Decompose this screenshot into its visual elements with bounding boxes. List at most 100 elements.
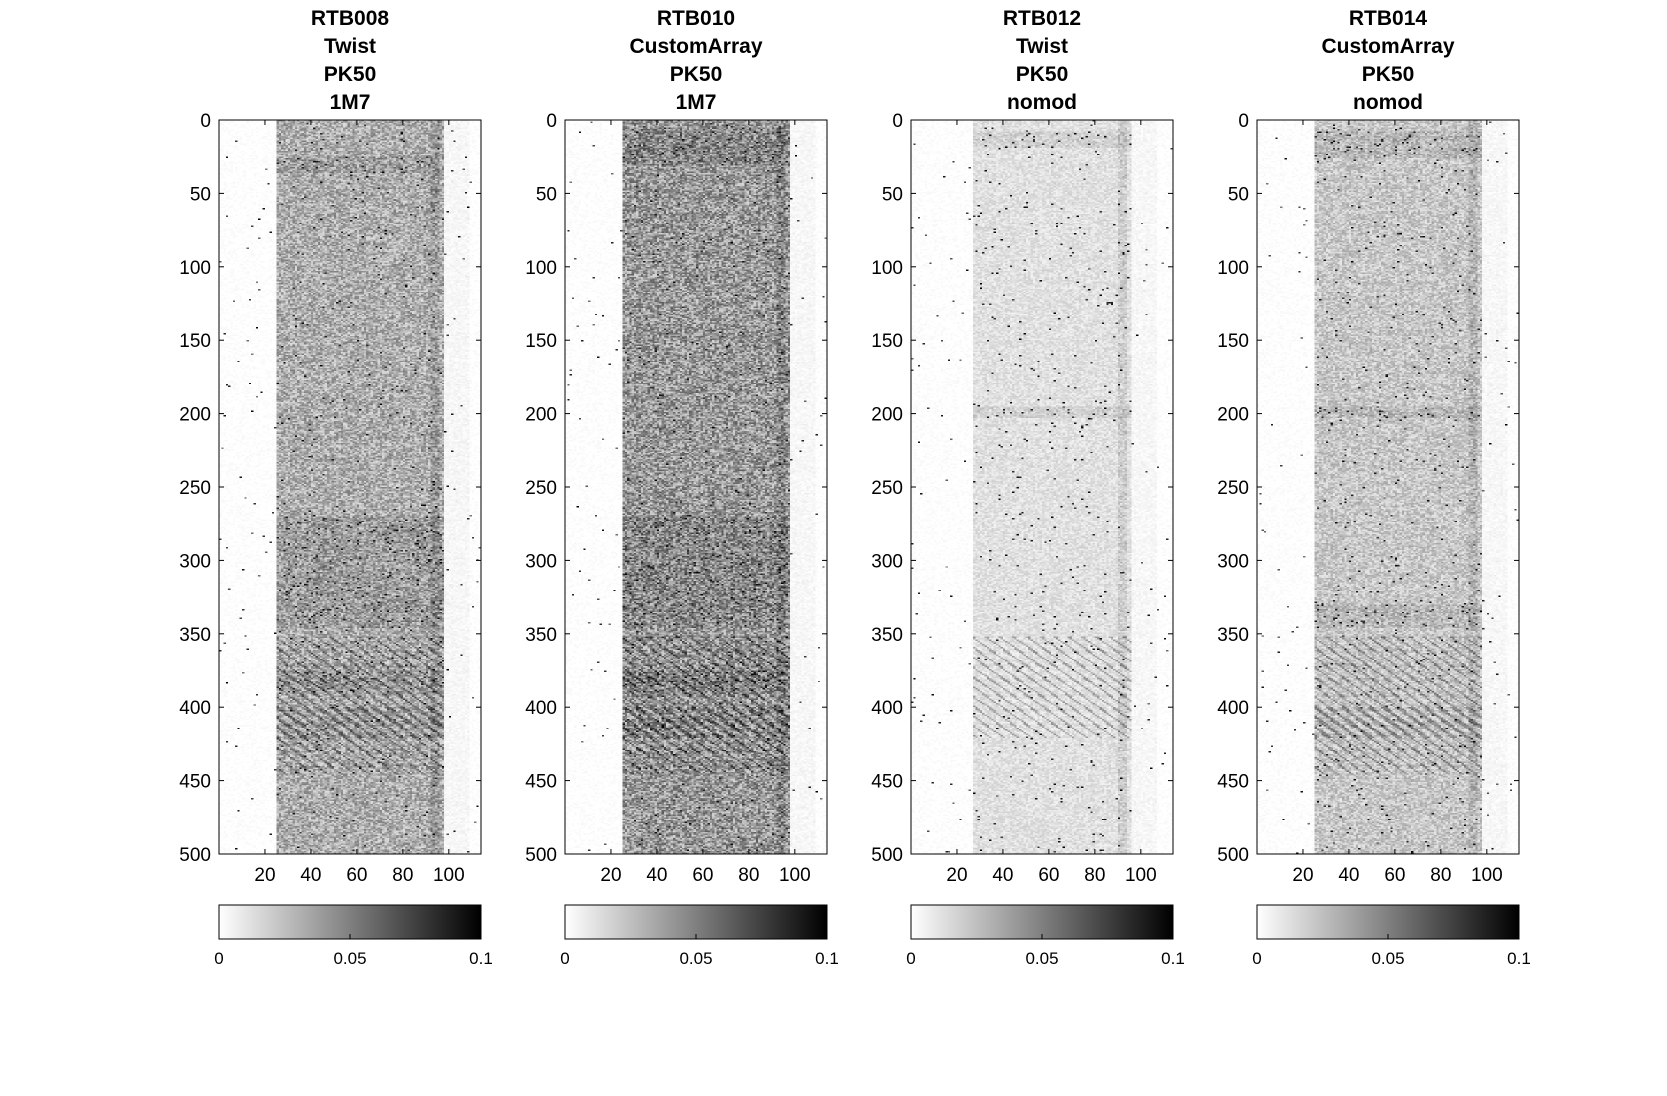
y-tick-label: 300	[1217, 551, 1249, 572]
y-tick-label: 450	[179, 772, 211, 793]
x-tick-label: 80	[738, 865, 759, 886]
x-tick-label: 60	[692, 865, 713, 886]
y-tick-label: 400	[525, 698, 557, 719]
x-tick-label: 100	[1125, 865, 1157, 886]
x-tick-label: 40	[992, 865, 1013, 886]
x-tick-label: 20	[254, 865, 275, 886]
colorbar-tick-label: 0	[214, 949, 223, 968]
y-tick-label: 50	[1228, 184, 1249, 205]
y-tick-label: 100	[525, 258, 557, 279]
panel-title-line: CustomArray	[629, 35, 762, 58]
panel-title-line: nomod	[1007, 91, 1077, 114]
panel-title-line: 1M7	[330, 91, 371, 114]
panel-title-line: PK50	[1362, 63, 1415, 86]
panel-title-line: RTB012	[1003, 7, 1081, 30]
colorbar	[218, 904, 482, 940]
x-tick-label: 100	[1471, 865, 1503, 886]
y-tick-label: 500	[179, 845, 211, 866]
colorbar-tick-label: 0.05	[1371, 949, 1404, 968]
y-tick-label: 300	[179, 551, 211, 572]
y-tick-label: 350	[871, 625, 903, 646]
colorbar-tick-label: 0.1	[815, 949, 839, 968]
y-tick-label: 50	[882, 184, 903, 205]
y-tick-label: 400	[871, 698, 903, 719]
y-tick-label: 0	[892, 111, 903, 132]
y-tick-label: 250	[179, 478, 211, 499]
y-tick-label: 500	[1217, 845, 1249, 866]
y-tick-label: 0	[1238, 111, 1249, 132]
y-tick-label: 350	[1217, 625, 1249, 646]
y-tick-label: 200	[179, 405, 211, 426]
colorbar	[910, 904, 1174, 940]
panel-title-line: RTB010	[657, 7, 735, 30]
x-tick-label: 100	[433, 865, 465, 886]
x-tick-label: 20	[946, 865, 967, 886]
colorbar-tick-label: 0.1	[1161, 949, 1185, 968]
colorbar-tick-label: 0	[906, 949, 915, 968]
x-tick-label: 40	[300, 865, 321, 886]
panel-title-line: PK50	[670, 63, 723, 86]
colorbar-tick-label: 0.05	[1025, 949, 1058, 968]
y-tick-label: 350	[179, 625, 211, 646]
panel-title-line: 1M7	[676, 91, 717, 114]
heatmap-panel-1: RTB008TwistPK501M70501001502002503003504…	[179, 7, 493, 968]
y-tick-label: 400	[179, 698, 211, 719]
y-tick-label: 50	[536, 184, 557, 205]
y-tick-label: 100	[871, 258, 903, 279]
y-tick-label: 100	[179, 258, 211, 279]
colorbar-tick-label: 0.05	[679, 949, 712, 968]
colorbar-tick-label: 0.1	[469, 949, 493, 968]
heatmap-cells	[219, 120, 481, 854]
y-tick-label: 500	[525, 845, 557, 866]
panel-title-line: PK50	[1016, 63, 1069, 86]
x-tick-label: 60	[1038, 865, 1059, 886]
heatmap-panel-4: RTB014 CustomArray PK50 nomod 0 50 100 150 200 25…	[1217, 7, 1531, 968]
heatmap-cells	[565, 120, 827, 854]
y-tick-label: 500	[871, 845, 903, 866]
y-tick-label: 150	[179, 331, 211, 352]
y-tick-label: 250	[871, 478, 903, 499]
x-tick-label: 60	[1384, 865, 1405, 886]
y-tick-label: 200	[871, 405, 903, 426]
y-tick-label: 150	[871, 331, 903, 352]
panel-title-line: CustomArray	[1321, 35, 1454, 58]
x-tick-label: 80	[1084, 865, 1105, 886]
y-tick-label: 50	[190, 184, 211, 205]
y-tick-label: 100	[1217, 258, 1249, 279]
heatmap-cells	[1257, 120, 1519, 854]
colorbar	[1256, 904, 1520, 940]
heatmap-panel-3: RTB012TwistPK50nomod05010015020025030035…	[871, 7, 1185, 968]
y-tick-label: 300	[525, 551, 557, 572]
y-tick-label: 150	[525, 331, 557, 352]
x-tick-label: 40	[646, 865, 667, 886]
y-tick-label: 350	[525, 625, 557, 646]
panel-title-line: RTB008	[311, 7, 390, 30]
y-tick-label: 450	[525, 772, 557, 793]
panel-title-line: nomod	[1353, 91, 1423, 114]
y-tick-label: 450	[871, 772, 903, 793]
y-tick-label: 300	[871, 551, 903, 572]
y-tick-label: 200	[525, 405, 557, 426]
colorbar-tick-label: 0.05	[333, 949, 366, 968]
panel-title-line: PK50	[324, 63, 377, 86]
y-tick-label: 250	[1217, 478, 1249, 499]
x-tick-label: 60	[346, 865, 367, 886]
colorbar-tick-label: 0	[560, 949, 569, 968]
panel-title-line: Twist	[1016, 35, 1068, 58]
panel-title-line: Twist	[324, 35, 376, 58]
panel-title-line: RTB014	[1349, 7, 1428, 30]
colorbar-tick-label: 0.1	[1507, 949, 1531, 968]
x-tick-label: 80	[392, 865, 413, 886]
y-tick-label: 0	[200, 111, 211, 132]
heatmap-cells	[911, 120, 1173, 854]
y-tick-label: 150	[1217, 331, 1249, 352]
x-tick-label: 80	[1430, 865, 1451, 886]
x-tick-label: 20	[600, 865, 621, 886]
x-tick-label: 100	[779, 865, 811, 886]
x-tick-label: 40	[1338, 865, 1359, 886]
y-tick-label: 400	[1217, 698, 1249, 719]
y-tick-label: 200	[1217, 405, 1249, 426]
x-tick-label: 20	[1292, 865, 1313, 886]
heatmap-panel-2: RTB010CustomArrayPK501M70501001502002503…	[525, 7, 839, 968]
